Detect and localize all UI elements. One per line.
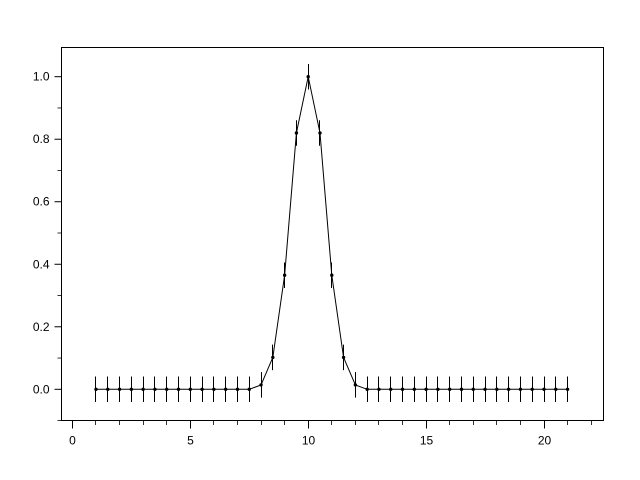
svg-text:0.0: 0.0 (33, 382, 50, 396)
svg-text:0.6: 0.6 (33, 195, 50, 209)
svg-text:0: 0 (69, 434, 76, 448)
svg-text:5: 5 (187, 434, 194, 448)
svg-text:10: 10 (302, 434, 316, 448)
svg-text:0.8: 0.8 (33, 132, 50, 146)
svg-text:0.4: 0.4 (33, 257, 50, 271)
svg-text:0.2: 0.2 (33, 320, 50, 334)
svg-text:20: 20 (538, 434, 552, 448)
svg-text:15: 15 (420, 434, 434, 448)
svg-text:1.0: 1.0 (33, 70, 50, 84)
